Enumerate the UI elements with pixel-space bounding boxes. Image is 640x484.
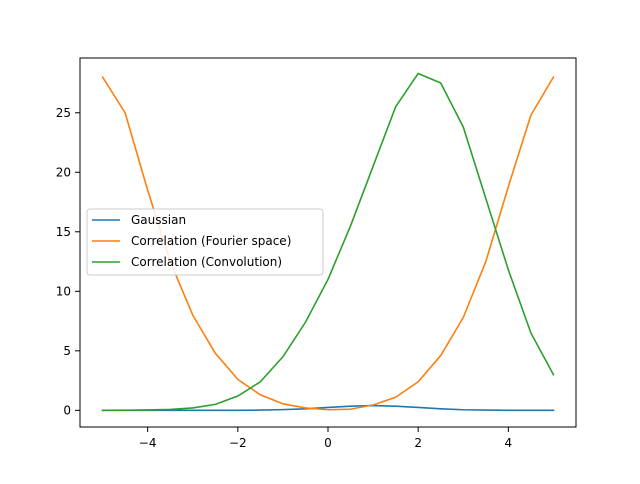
series-line-1 [101,404,555,412]
x-tick-label: −2 [229,436,247,450]
y-tick-label: 25 [56,106,71,120]
legend-label-3: Correlation (Convolution) [131,255,282,269]
x-tick-label: 2 [414,436,422,450]
x-axis: −4 −2 0 2 4 [139,427,512,450]
plot-layer [101,72,555,412]
series-line-3 [101,72,555,412]
y-tick-label: 0 [63,403,71,417]
y-tick-label: 10 [56,284,71,298]
y-axis: 0 5 10 15 20 25 [56,106,80,417]
y-tick-label: 20 [56,165,71,179]
legend-label-2: Correlation (Fourier space) [131,234,291,248]
y-tick-label: 5 [63,344,71,358]
series-line-2 [101,75,555,411]
y-tick-label: 15 [56,225,71,239]
x-tick-label: −4 [139,436,157,450]
legend-box [86,208,324,276]
legend-label-1: Gaussian [131,213,186,227]
x-tick-label: 0 [324,436,332,450]
x-tick-label: 4 [505,436,513,450]
legend: Gaussian Correlation (Fourier space) Corre… [86,208,324,276]
